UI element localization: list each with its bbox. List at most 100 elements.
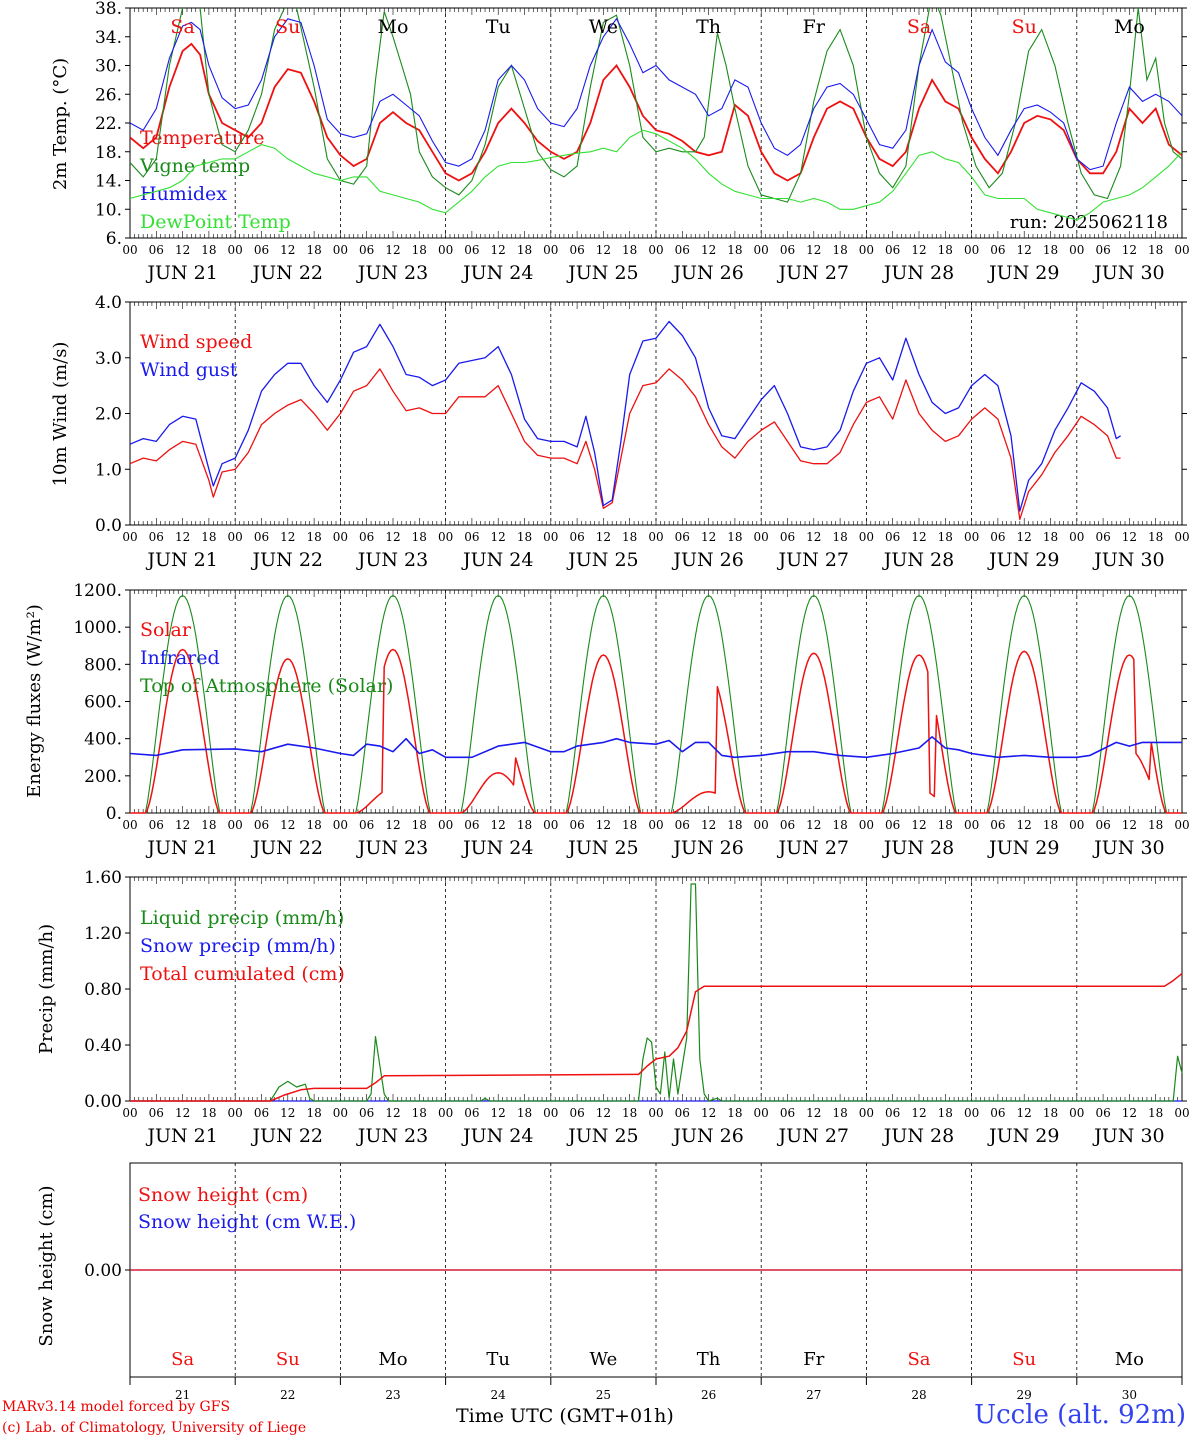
hour-label: 00 xyxy=(964,1106,979,1120)
snow-panel: Snow height (cm) Snow height (cm W.E.) S… xyxy=(36,1162,1183,1402)
date-label: JUN 21 xyxy=(145,837,217,859)
date-label: JUN 29 xyxy=(987,1125,1059,1147)
hour-label: 06 xyxy=(1095,530,1110,544)
weekday-label: Th xyxy=(696,16,721,38)
date-label: JUN 27 xyxy=(777,837,849,859)
hour-label: 06 xyxy=(359,1106,374,1120)
date-label: JUN 27 xyxy=(777,262,849,284)
hour-label: 18 xyxy=(306,818,321,832)
date-label: JUN 29 xyxy=(987,549,1059,571)
hour-label: 06 xyxy=(569,530,584,544)
hour-label: 12 xyxy=(596,818,611,832)
hour-label: 00 xyxy=(754,243,769,257)
hour-label: 18 xyxy=(517,818,532,832)
hour-label: 18 xyxy=(1043,243,1058,257)
hour-label: 12 xyxy=(385,818,400,832)
hour-label: 18 xyxy=(938,1106,953,1120)
hour-label: 06 xyxy=(254,243,269,257)
date-label: JUN 29 xyxy=(987,262,1059,284)
y-tick-label: 800. xyxy=(84,655,122,675)
date-label: JUN 28 xyxy=(882,549,954,571)
hour-label: 12 xyxy=(491,530,506,544)
hour-label: 06 xyxy=(780,818,795,832)
hour-label: 12 xyxy=(596,1106,611,1120)
y-tick-label: 30. xyxy=(95,57,122,77)
hour-label: 18 xyxy=(517,1106,532,1120)
hour-label: 00 xyxy=(1174,530,1189,544)
wind-legend-gust: Wind gust xyxy=(140,359,238,381)
day-number: 26 xyxy=(701,1388,716,1402)
hour-label: 06 xyxy=(885,530,900,544)
hour-label: 00 xyxy=(859,243,874,257)
hour-label: 18 xyxy=(201,818,216,832)
y-tick-label: 1.20 xyxy=(84,924,122,944)
date-label: JUN 27 xyxy=(777,549,849,571)
hour-label: 06 xyxy=(990,530,1005,544)
hour-label: 06 xyxy=(359,243,374,257)
date-label: JUN 25 xyxy=(566,549,638,571)
hour-label: 18 xyxy=(412,818,427,832)
hour-label: 00 xyxy=(648,1106,663,1120)
hour-label: 00 xyxy=(333,243,348,257)
date-label: JUN 30 xyxy=(1092,1125,1164,1147)
temperature-legend-temperature: Temperature xyxy=(140,127,264,149)
hour-label: 00 xyxy=(333,818,348,832)
date-label: JUN 26 xyxy=(671,262,743,284)
hour-label: 00 xyxy=(543,1106,558,1120)
hour-label: 12 xyxy=(806,818,821,832)
hour-label: 18 xyxy=(1043,530,1058,544)
weekday-label: Su xyxy=(276,1349,300,1370)
hour-label: 00 xyxy=(122,530,137,544)
hour-label: 12 xyxy=(1122,1106,1137,1120)
y-tick-label: 200. xyxy=(84,767,122,787)
energy-panel: Solar Infrared Top of Atmosphere (Solar)… xyxy=(24,581,1190,859)
hour-label: 06 xyxy=(990,1106,1005,1120)
date-label: JUN 25 xyxy=(566,1125,638,1147)
wind-panel: Wind speed Wind gust 10m Wind (m/s) 00 06… xyxy=(50,293,1190,571)
hour-label: 06 xyxy=(990,818,1005,832)
hour-label: 18 xyxy=(727,243,742,257)
hour-label: 06 xyxy=(675,243,690,257)
y-tick-label: 400. xyxy=(84,730,122,750)
series-line-infrared xyxy=(129,735,1182,759)
hour-label: 06 xyxy=(464,243,479,257)
hour-label: 00 xyxy=(543,243,558,257)
temperature-legend-dewpoint: DewPoint Temp xyxy=(140,211,291,233)
hour-label: 00 xyxy=(1069,530,1084,544)
hour-label: 18 xyxy=(832,530,847,544)
day-number: 29 xyxy=(1017,1388,1032,1402)
y-tick-label: 22. xyxy=(95,114,122,134)
date-label: JUN 23 xyxy=(356,262,428,284)
hour-label: 12 xyxy=(911,818,926,832)
hour-label: 06 xyxy=(780,1106,795,1120)
day-number: 22 xyxy=(280,1388,295,1402)
hour-label: 18 xyxy=(201,243,216,257)
series-line-green xyxy=(130,8,1182,203)
hour-label: 00 xyxy=(438,818,453,832)
hour-label: 18 xyxy=(412,243,427,257)
hour-label: 00 xyxy=(1069,1106,1084,1120)
hour-label: 00 xyxy=(333,1106,348,1120)
date-label: JUN 24 xyxy=(461,837,533,859)
date-label: JUN 21 xyxy=(145,1125,217,1147)
hour-label: 06 xyxy=(1095,1106,1110,1120)
hour-label: 12 xyxy=(1017,530,1032,544)
weekday-label: Sa xyxy=(170,16,194,38)
hour-label: 00 xyxy=(964,530,979,544)
hour-label: 06 xyxy=(569,243,584,257)
date-label: JUN 21 xyxy=(145,549,217,571)
y-tick-label: 0. xyxy=(106,804,122,824)
wind-ylabel: 10m Wind (m/s) xyxy=(50,342,71,487)
hour-label: 12 xyxy=(1017,243,1032,257)
date-label: JUN 23 xyxy=(356,837,428,859)
hour-label: 06 xyxy=(675,1106,690,1120)
weekday-label: Mo xyxy=(1115,1349,1144,1370)
hour-label: 12 xyxy=(911,1106,926,1120)
hour-label: 18 xyxy=(201,530,216,544)
hour-label: 18 xyxy=(412,530,427,544)
hour-label: 18 xyxy=(727,818,742,832)
hour-label: 00 xyxy=(1174,818,1189,832)
weekday-label: Sa xyxy=(907,1349,930,1370)
y-tick-label: 1.60 xyxy=(84,868,122,888)
